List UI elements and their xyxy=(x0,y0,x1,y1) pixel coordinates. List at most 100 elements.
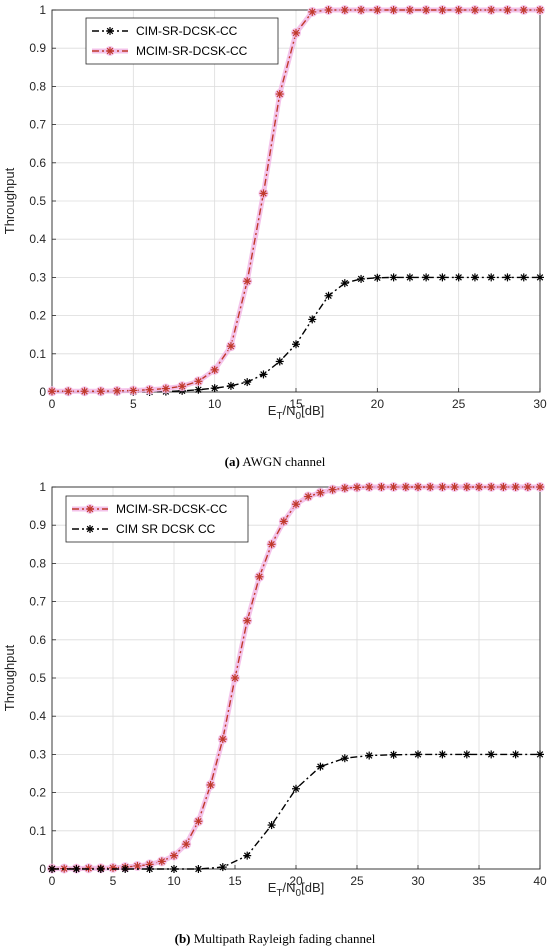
data-point xyxy=(157,857,166,866)
data-point xyxy=(487,750,496,759)
caption-text: AWGN channel xyxy=(240,454,326,469)
data-point xyxy=(426,483,435,491)
data-point xyxy=(365,483,374,491)
x-tick-label: 35 xyxy=(472,874,486,888)
y-tick-label: 0.1 xyxy=(29,824,46,838)
legend-marker xyxy=(106,27,114,35)
legend-entry: CIM-SR-DCSK-CC xyxy=(136,24,238,38)
data-point xyxy=(178,382,187,391)
legend-entry: MCIM-SR-DCSK-CC xyxy=(136,44,248,58)
x-axis-label-part: [dB] xyxy=(301,880,324,895)
data-point xyxy=(182,840,191,849)
data-point xyxy=(487,483,496,491)
x-tick-label: 25 xyxy=(452,397,466,411)
data-point xyxy=(511,483,520,491)
x-tick-label: 5 xyxy=(130,397,137,411)
data-point xyxy=(454,273,463,282)
data-point xyxy=(519,6,528,14)
data-point xyxy=(72,865,81,873)
data-point xyxy=(389,6,398,14)
legend-entry: CIM SR DCSK CC xyxy=(116,522,216,536)
y-tick-label: 0.8 xyxy=(29,556,46,570)
y-tick-label: 0.4 xyxy=(29,232,46,246)
x-tick-label: 30 xyxy=(411,874,425,888)
x-tick-label: 0 xyxy=(49,397,56,411)
y-axis-label: Throughput xyxy=(2,167,17,234)
y-tick-label: 0.5 xyxy=(29,671,46,685)
x-tick-label: 40 xyxy=(533,874,547,888)
data-point xyxy=(194,865,203,873)
y-tick-label: 0.2 xyxy=(29,309,46,323)
data-point xyxy=(328,485,337,494)
y-tick-label: 1 xyxy=(39,480,46,494)
data-point xyxy=(324,291,333,300)
data-point xyxy=(145,385,154,394)
x-tick-label: 20 xyxy=(371,397,385,411)
data-point xyxy=(438,483,447,491)
data-point xyxy=(267,821,276,830)
data-point xyxy=(129,386,138,395)
data-point xyxy=(170,851,178,860)
x-axis-label-part: /N xyxy=(283,403,296,418)
data-point xyxy=(377,483,386,491)
chart-panel-a: 0 5 10 15 20 25 3000.10.20.30.40.50.60.70.80.9… xyxy=(2,3,547,422)
y-tick-label: 0.7 xyxy=(29,118,46,132)
data-point xyxy=(340,754,349,763)
y-tick-label: 0 xyxy=(39,385,46,399)
data-point xyxy=(340,484,349,493)
x-tick-label: 25 xyxy=(350,874,364,888)
y-tick-label: 0.5 xyxy=(29,194,46,208)
data-point xyxy=(511,750,520,759)
data-point xyxy=(96,387,105,396)
data-point xyxy=(292,28,300,37)
data-point xyxy=(324,6,333,14)
data-point xyxy=(243,277,252,286)
x-tick-label: 10 xyxy=(167,874,181,888)
data-point xyxy=(503,273,512,282)
data-point xyxy=(536,483,544,491)
data-point xyxy=(170,865,178,873)
y-tick-label: 0.8 xyxy=(29,79,46,93)
data-point xyxy=(405,273,414,282)
x-tick-label: 5 xyxy=(110,874,117,888)
figure-caption: (b) Multipath Rayleigh fading channel xyxy=(175,931,376,946)
data-point xyxy=(275,357,284,366)
data-point xyxy=(259,370,268,379)
data-point xyxy=(64,387,73,396)
y-tick-label: 0.4 xyxy=(29,709,46,723)
data-point xyxy=(292,784,300,793)
x-axis-label-subscript: 0 xyxy=(296,888,302,899)
y-tick-label: 0.6 xyxy=(29,156,46,170)
x-axis-label-part: E xyxy=(268,880,277,895)
data-point xyxy=(96,865,105,873)
data-point xyxy=(133,861,142,870)
data-point xyxy=(373,273,382,282)
y-tick-label: 0.7 xyxy=(29,595,46,609)
data-point xyxy=(243,616,252,625)
data-point xyxy=(357,6,366,14)
x-axis-label: ET/N0[dB] xyxy=(268,880,324,899)
x-tick-label: 0 xyxy=(49,874,56,888)
x-axis-label-subscript: T xyxy=(276,411,282,422)
y-tick-label: 0.2 xyxy=(29,786,46,800)
data-point xyxy=(475,483,483,491)
data-point xyxy=(308,315,317,324)
legend-marker xyxy=(86,505,94,513)
y-tick-label: 0.3 xyxy=(29,270,46,284)
x-tick-label: 15 xyxy=(289,397,303,411)
data-point xyxy=(194,385,203,394)
data-point xyxy=(84,864,93,873)
caption-text: Multipath Rayleigh fading channel xyxy=(191,931,376,946)
y-tick-label: 0.9 xyxy=(29,518,46,532)
y-tick-label: 0.3 xyxy=(29,747,46,761)
data-point xyxy=(194,817,203,826)
data-point xyxy=(316,488,325,497)
data-point xyxy=(536,6,544,14)
data-point xyxy=(536,273,544,282)
data-point xyxy=(304,492,313,501)
data-point xyxy=(438,750,447,759)
legend-box xyxy=(85,17,279,65)
legend: MCIM-SR-DCSK-CC CIM SR DCSK CC xyxy=(65,495,249,543)
caption-tag: (b) xyxy=(175,931,191,946)
